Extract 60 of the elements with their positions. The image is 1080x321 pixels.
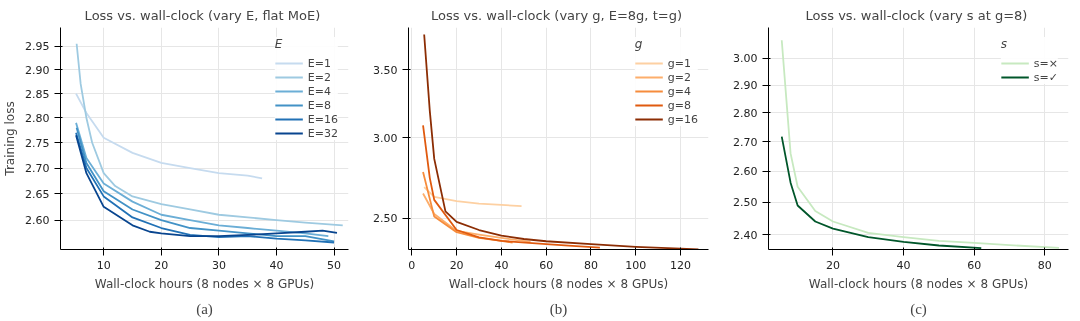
y-tick-label: 3.00 [373,131,398,145]
chart-title: Loss vs. wall-clock (vary s at g=8) [805,7,1028,23]
legend-label: s=✓ [1033,70,1058,84]
legend-label: E=8 [307,98,331,112]
x-tick-label: 60 [539,258,554,272]
y-tick-label: 2.50 [733,196,758,210]
legend-label: g=16 [667,112,698,126]
x-tick-label: 0 [408,258,416,272]
x-tick-label: 20 [449,258,464,272]
chart-title: Loss vs. wall-clock (vary g, E=8g, t=g) [430,7,682,23]
y-tick-label: 3.00 [733,52,758,66]
legend-label: E=32 [307,126,338,140]
y-tick-label: 2.75 [25,136,50,150]
x-tick-label: 40 [269,258,284,272]
text: (c) [910,300,927,318]
legend-label: E=16 [307,112,338,126]
legend-label: E=2 [307,70,331,84]
x-tick-label: 50 [327,258,342,272]
x-tick-label: 30 [211,258,226,272]
x-tick-label: 120 [670,258,692,272]
x-tick-label: 80 [1037,258,1052,272]
legend-title: E [274,37,284,51]
y-tick-label: 2.65 [25,187,50,201]
legend-title: s [1000,37,1009,51]
legend-label: E=4 [307,84,331,98]
x-tick-label: 40 [896,258,911,272]
x-axis-title: Wall-clock hours (8 nodes × 8 GPUs) [448,276,669,291]
y-tick-label: 2.95 [25,40,50,54]
x-tick-label: 100 [625,258,647,272]
y-tick-label: 2.60 [733,165,758,179]
y-tick-label: 2.80 [733,106,758,120]
x-axis-title: Wall-clock hours (8 nodes × 8 GPUs) [94,276,315,291]
y-tick-label: 2.60 [25,214,50,228]
x-axis-title: Wall-clock hours (8 nodes × 8 GPUs) [808,276,1029,291]
y-tick-label: 2.90 [733,79,758,93]
y-tick-label: 2.40 [733,228,758,242]
x-tick-label: 20 [154,258,169,272]
legend-label: g=4 [667,84,691,98]
text: (b) [549,300,568,318]
y-tick-label: 2.80 [25,111,50,125]
y-tick-label: 2.85 [25,87,50,101]
y-tick-label: 2.70 [25,162,50,176]
text: (a) [196,300,213,318]
legend-label: g=8 [667,98,691,112]
x-tick-label: 20 [825,258,840,272]
chart-title: Loss vs. wall-clock (vary E, flat MoE) [84,7,321,23]
x-tick-label: 10 [96,258,111,272]
x-tick-label: 80 [583,258,598,272]
legend-label: E=1 [307,56,331,70]
legend-label: s=× [1033,56,1058,70]
y-tick-label: 2.50 [373,212,398,226]
y-tick-label: 2.90 [25,63,50,77]
y-tick-label: 2.70 [733,135,758,149]
y-axis-title: Training loss [3,101,18,177]
legend-title: g [634,37,644,51]
x-tick-label: 60 [967,258,982,272]
y-tick-label: 3.50 [373,63,398,77]
legend-label: g=1 [667,56,691,70]
x-tick-label: 40 [494,258,509,272]
legend-label: g=2 [667,70,691,84]
